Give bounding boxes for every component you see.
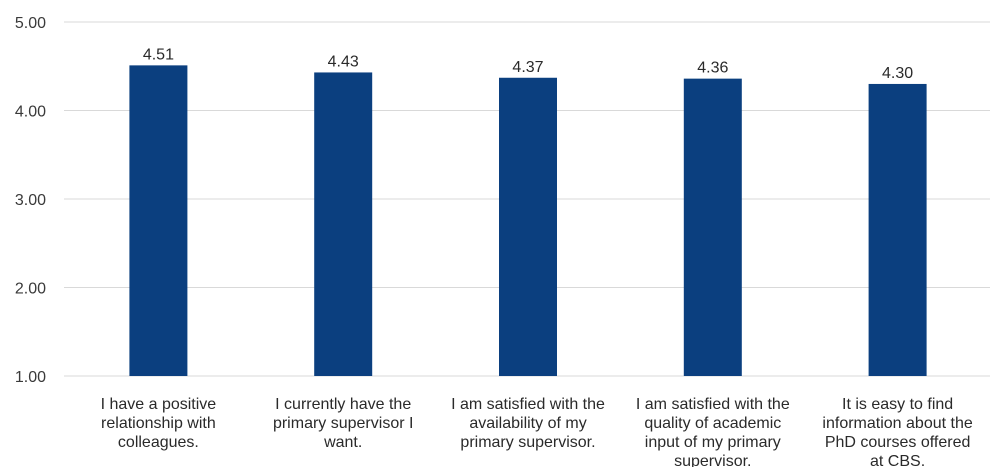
y-tick-label: 3.00 (15, 192, 46, 209)
bars (129, 65, 927, 377)
category-label: I currently have the (275, 396, 411, 413)
y-tick-label: 5.00 (15, 15, 46, 32)
category-label: It is easy to find (842, 396, 953, 413)
category-label: colleagues. (118, 434, 199, 451)
y-axis-tick-labels: 1.00 2.00 3.00 4.00 5.00 (15, 15, 46, 386)
bar (499, 77, 557, 376)
y-tick-label: 4.00 (15, 104, 46, 121)
data-label: 4.37 (512, 59, 543, 76)
category-label: information about the (822, 415, 972, 432)
category-label: supervisor. (674, 453, 751, 467)
y-tick-label: 1.00 (15, 369, 46, 386)
category-label: input of my primary (645, 434, 781, 451)
data-label: 4.51 (143, 46, 174, 63)
category-label: I am satisfied with the (451, 396, 605, 413)
x-axis-category-labels: I have a positive relationship with collea… (101, 396, 973, 467)
data-labels: 4.51 4.43 4.37 4.36 4.30 (143, 46, 913, 82)
data-label: 4.43 (328, 53, 359, 70)
category-label: relationship with (101, 415, 216, 432)
category-label: I have a positive (101, 396, 217, 413)
y-tick-label: 2.00 (15, 281, 46, 298)
category-label: quality of academic (644, 415, 781, 432)
category-label: PhD courses offered (825, 434, 971, 451)
bar (314, 72, 373, 376)
category-label: at CBS. (870, 453, 925, 467)
data-label: 4.30 (882, 65, 913, 82)
data-label: 4.36 (697, 60, 728, 77)
category-label: primary supervisor. (460, 434, 595, 451)
category-label: primary supervisor I (273, 415, 413, 432)
bar (683, 78, 742, 376)
category-label: availability of my (469, 415, 586, 432)
bar (129, 65, 188, 377)
bar (868, 83, 927, 376)
category-label: I am satisfied with the (636, 396, 790, 413)
category-label: want. (323, 434, 362, 451)
